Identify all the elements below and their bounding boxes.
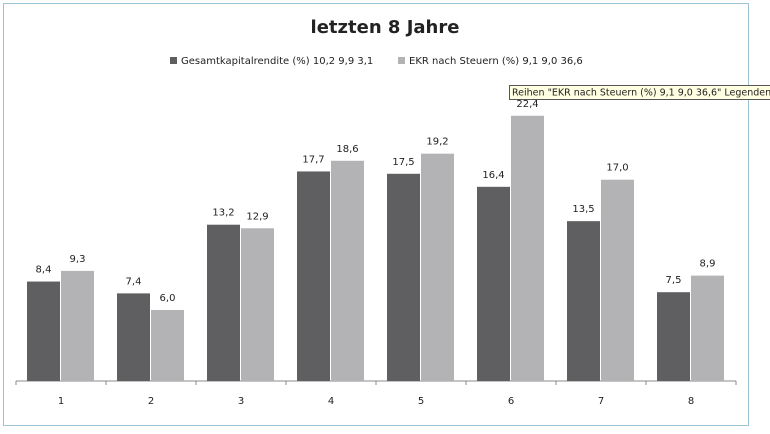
data-label: 13,2 [212, 208, 234, 219]
tooltip-box [509, 85, 770, 100]
legend-label: EKR nach Steuern (%) 9,1 9,0 36,6 [409, 56, 583, 67]
data-label: 8,9 [700, 259, 716, 270]
bar [331, 160, 364, 381]
bar [241, 228, 274, 381]
data-label: 17,7 [302, 154, 324, 165]
data-label: 19,2 [426, 137, 448, 148]
data-label: 16,4 [482, 170, 504, 181]
bar [207, 224, 240, 381]
data-label: 8,4 [36, 265, 52, 276]
data-label: 17,5 [392, 157, 414, 168]
bar [151, 309, 184, 381]
data-label: 7,5 [666, 275, 682, 286]
x-tick-label: 6 [508, 396, 514, 407]
data-label: 12,9 [246, 211, 268, 222]
data-label: 22,4 [516, 99, 538, 110]
x-tick-label: 7 [598, 396, 604, 407]
bar [297, 171, 330, 381]
chart-title: letzten 8 Jahre [311, 17, 460, 38]
x-tick-label: 3 [238, 396, 244, 407]
legend-label: Gesamtkapitalrendite (%) 10,2 9,9 3,1 [181, 56, 373, 67]
data-label: 13,5 [572, 204, 594, 215]
bar [387, 173, 420, 381]
tooltip-text: Reihen "EKR nach Steuern (%) 9,1 9,0 36,… [512, 88, 770, 99]
data-label: 18,6 [336, 144, 358, 155]
chart-frame [3, 3, 749, 426]
x-tick-label: 8 [688, 396, 694, 407]
x-tick-label: 2 [148, 396, 154, 407]
bar [657, 292, 690, 381]
x-tick-label: 4 [328, 396, 334, 407]
legend-swatch [170, 57, 177, 64]
data-label: 6,0 [160, 293, 176, 304]
x-tick-label: 1 [58, 396, 64, 407]
data-label: 17,0 [606, 163, 628, 174]
bar [117, 293, 150, 381]
legend-swatch [398, 57, 405, 64]
bar [567, 221, 600, 381]
x-tick-label: 5 [418, 396, 424, 407]
bar [601, 179, 634, 381]
bar [61, 270, 94, 381]
data-label: 9,3 [70, 254, 86, 265]
data-label: 7,4 [126, 276, 142, 287]
bar [691, 275, 724, 381]
bar [477, 186, 510, 381]
bar [27, 281, 60, 381]
bar [421, 153, 454, 381]
bar [511, 115, 544, 381]
